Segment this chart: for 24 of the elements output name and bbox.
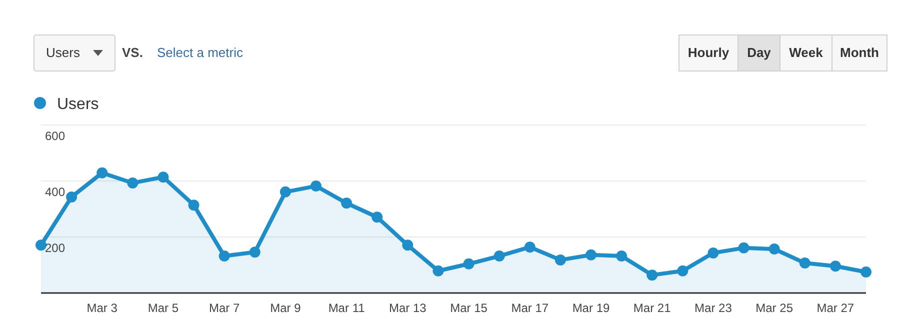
x-tick-label: Mar 3 [86, 301, 118, 315]
x-tick-label: Mar 19 [572, 301, 610, 315]
x-tick-label: Mar 27 [816, 301, 854, 315]
y-tick-label: 200 [44, 241, 66, 255]
x-tick-label: Mar 15 [450, 301, 488, 315]
text: Select a metric [157, 45, 244, 60]
text: Day [747, 45, 772, 60]
y-tick-label: 600 [44, 129, 66, 143]
x-tick-label: Mar 21 [633, 301, 672, 315]
x-tick-label: Mar 13 [388, 301, 427, 315]
legend-label: Users [57, 96, 99, 113]
text: Week [789, 45, 824, 60]
text: Hourly [688, 45, 730, 60]
x-tick-label: Mar 7 [208, 301, 240, 315]
y-tick-label: 400 [44, 185, 66, 199]
text: VS. [122, 45, 143, 60]
text: Month [840, 45, 880, 60]
x-tick-label: Mar 5 [148, 301, 179, 315]
x-tick-label: Mar 25 [756, 301, 794, 315]
x-tick-label: Mar 11 [328, 301, 366, 315]
x-tick-label: Mar 9 [270, 301, 302, 315]
x-tick-label: Mar 23 [694, 301, 732, 315]
text: Users [46, 45, 80, 60]
x-tick-label: Mar 17 [511, 301, 549, 315]
